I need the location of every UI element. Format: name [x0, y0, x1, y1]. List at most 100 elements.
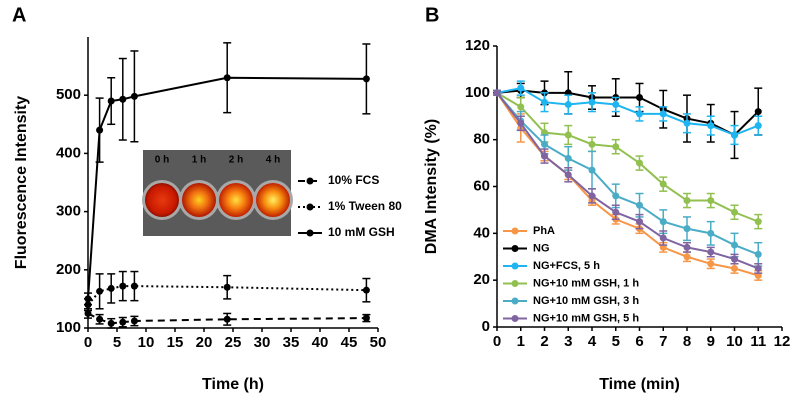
- legend-label: NG+10 mM GSH, 5 h: [533, 312, 639, 324]
- inset-label: 1 h: [192, 155, 206, 166]
- inset-label: 4 h: [266, 155, 280, 166]
- data-point: [707, 229, 715, 237]
- data-point: [130, 317, 138, 325]
- data-point: [707, 122, 715, 130]
- x-tick-label: 9: [707, 333, 715, 350]
- series-line: [496, 87, 759, 137]
- legend-label: NG: [533, 242, 550, 254]
- data-point: [754, 264, 762, 272]
- data-point: [636, 201, 643, 209]
- data-point: [96, 315, 104, 323]
- x-axis-title: Time (min): [599, 376, 680, 393]
- legend-label: 1% Tween 80: [328, 199, 402, 213]
- panel-label: A: [12, 4, 26, 26]
- data-point: [107, 284, 115, 292]
- x-tick-label: 12: [774, 333, 791, 350]
- x-tick-label: 20: [196, 334, 213, 351]
- inset-spot: [219, 183, 253, 217]
- x-tick-label: 25: [225, 334, 242, 351]
- y-tick-label: 60: [473, 177, 490, 194]
- data-point: [707, 197, 715, 205]
- data-point: [84, 295, 92, 303]
- data-point: [683, 253, 691, 261]
- y-axis-title: DMA Intensity (%): [423, 119, 440, 254]
- legend-marker: [511, 227, 519, 235]
- data-point: [119, 95, 127, 103]
- data-point: [119, 318, 127, 326]
- x-tick-label: 2: [540, 333, 548, 350]
- data-point: [541, 152, 548, 160]
- x-tick-label: 15: [167, 334, 184, 351]
- data-point: [564, 131, 572, 139]
- data-point: [731, 131, 738, 139]
- x-tick-label: 45: [341, 334, 358, 351]
- panel-label: B: [425, 4, 439, 26]
- y-tick-label: 100: [465, 84, 490, 101]
- data-point: [612, 208, 620, 216]
- legend-marker: [511, 315, 519, 322]
- legend-label: 10 mM GSH: [328, 225, 395, 239]
- legend-label: NG+10 mM GSH, 3 h: [533, 295, 639, 307]
- legend-marker: [306, 203, 314, 211]
- data-point: [612, 143, 620, 151]
- y-tick-label: 20: [473, 271, 490, 288]
- data-point: [362, 314, 370, 322]
- data-point: [588, 140, 596, 148]
- data-point: [659, 110, 667, 118]
- x-axis-title: Time (h): [202, 376, 264, 393]
- x-tick-label: 7: [659, 333, 667, 350]
- x-tick-label: 30: [254, 334, 271, 351]
- series-line: [496, 91, 759, 223]
- x-tick-label: 8: [683, 333, 691, 350]
- inset-spot: [182, 183, 216, 217]
- data-point: [130, 92, 138, 100]
- data-point: [707, 260, 715, 268]
- data-point: [731, 264, 738, 272]
- data-point: [731, 241, 738, 249]
- data-point: [588, 192, 596, 200]
- data-point: [96, 126, 104, 134]
- legend-marker: [306, 177, 314, 185]
- y-tick-label: 40: [473, 224, 490, 241]
- data-point: [754, 250, 762, 258]
- data-point: [612, 192, 620, 200]
- x-tick-label: 6: [635, 333, 643, 350]
- legend-marker: [511, 297, 519, 305]
- data-point: [683, 197, 691, 205]
- data-point: [588, 166, 596, 174]
- x-tick-label: 5: [612, 333, 620, 350]
- data-point: [107, 319, 115, 327]
- x-tick-label: 1: [517, 333, 525, 350]
- data-point: [754, 122, 762, 130]
- data-point: [517, 84, 525, 92]
- legend-marker: [306, 229, 314, 237]
- series-line: [496, 92, 759, 270]
- data-point: [564, 101, 572, 109]
- data-point: [754, 218, 762, 226]
- data-point: [564, 171, 572, 179]
- inset-label: 0 h: [155, 155, 169, 166]
- legend-label: PhA: [533, 225, 555, 237]
- data-point: [130, 282, 138, 290]
- y-tick-label: 0: [482, 318, 490, 335]
- data-point: [107, 97, 115, 105]
- data-point: [683, 243, 691, 251]
- x-tick-label: 35: [283, 334, 300, 351]
- data-point: [659, 234, 667, 242]
- data-point: [362, 286, 370, 294]
- legend-label: NG+10 mM GSH, 1 h: [533, 277, 639, 289]
- data-point: [84, 309, 92, 317]
- data-point: [541, 98, 548, 106]
- inset-spot: [145, 183, 179, 217]
- y-tick-label: 120: [465, 37, 490, 54]
- x-tick-label: 50: [370, 334, 387, 351]
- y-tick-label: 100: [56, 319, 81, 336]
- legend-marker: [511, 245, 519, 252]
- data-point: [659, 180, 667, 188]
- x-tick-label: 10: [138, 334, 155, 351]
- y-tick-label: 80: [473, 131, 490, 148]
- y-tick-label: 400: [56, 144, 81, 161]
- data-point: [636, 218, 643, 226]
- x-tick-label: 0: [84, 334, 92, 351]
